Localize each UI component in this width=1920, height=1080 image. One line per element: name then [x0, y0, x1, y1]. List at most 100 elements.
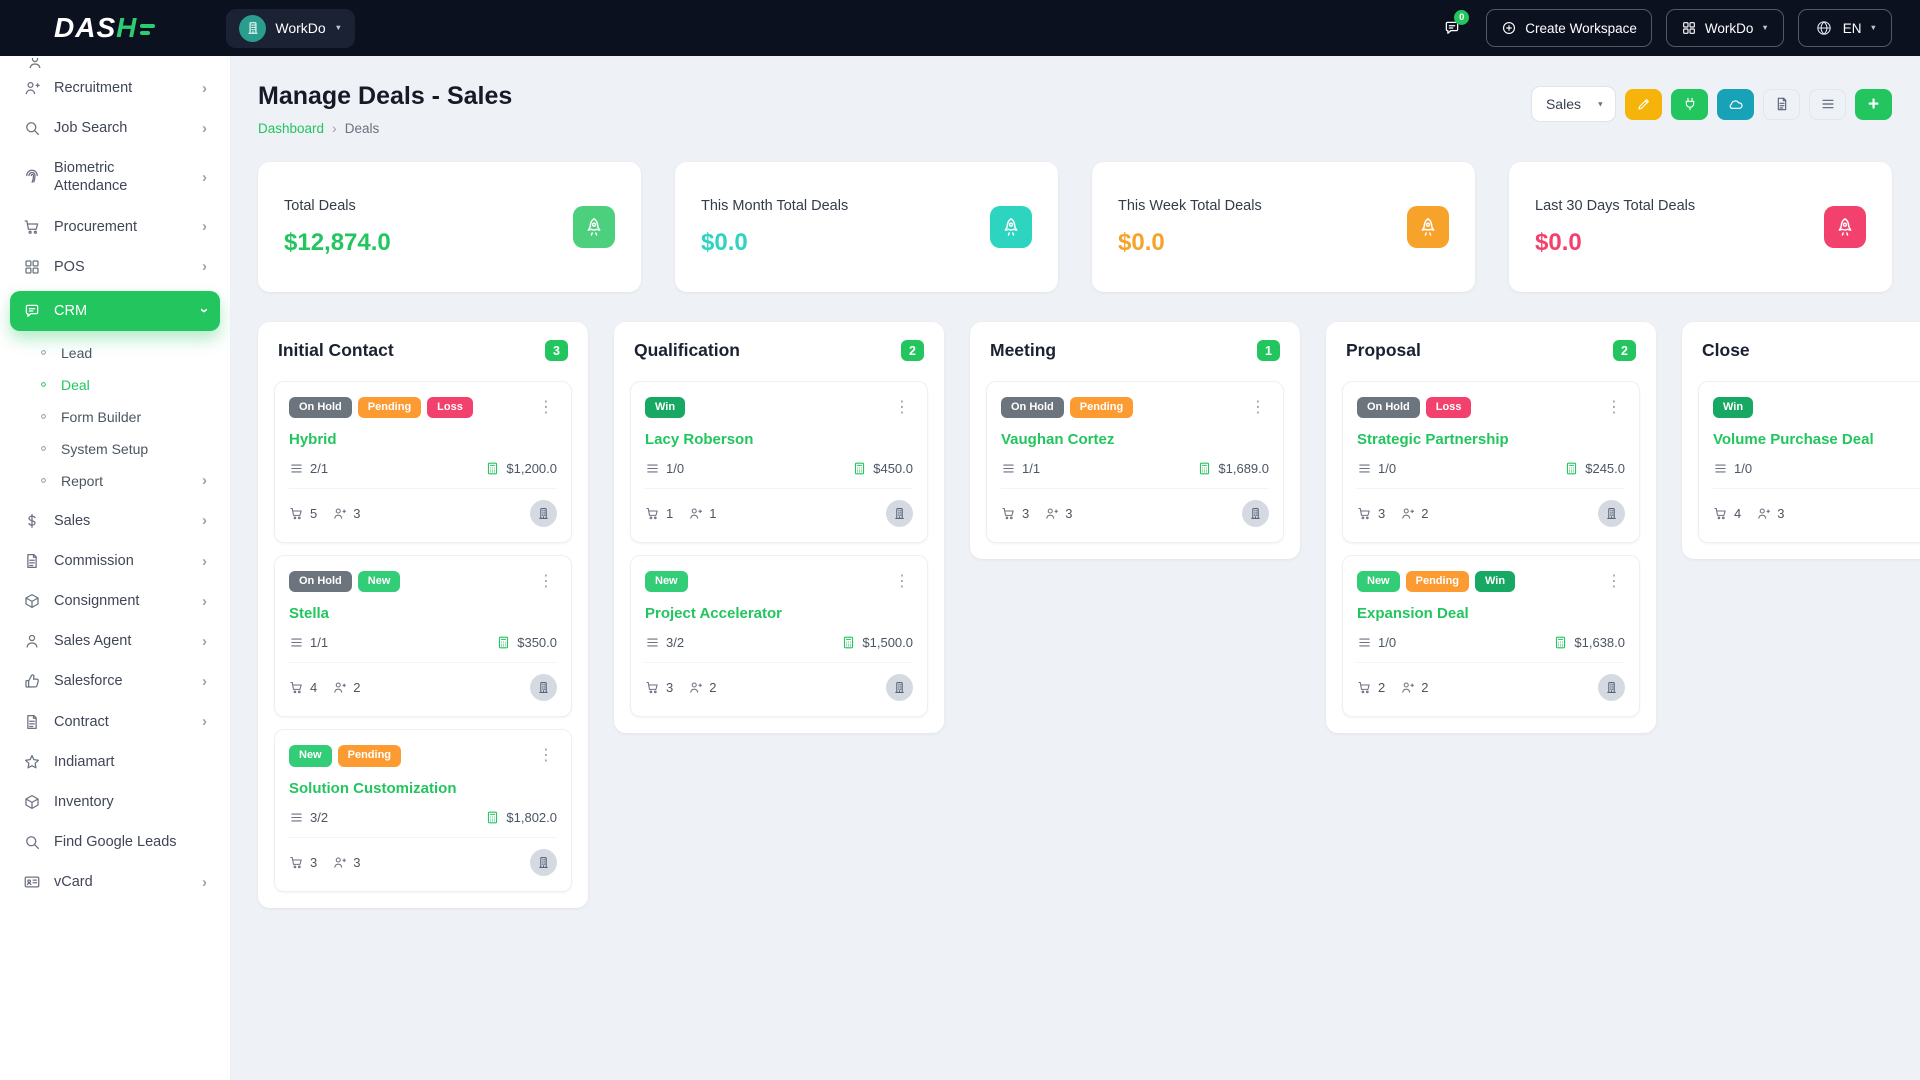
deal-card-vaughan-cortez[interactable]: On Hold Pending ⋮ Vaughan Cortez 1/1 $1,…	[986, 381, 1284, 544]
tasks-icon	[1713, 461, 1728, 476]
tasks-count: 3/2	[310, 809, 329, 825]
calculator-icon	[1197, 461, 1212, 476]
status-badge: On Hold	[1357, 397, 1420, 419]
chevron-right-icon: ›	[202, 552, 207, 570]
sidebar-item-label: POS	[54, 258, 85, 275]
sidebar-item-inventory[interactable]: Inventory	[10, 782, 220, 822]
tasks-icon	[289, 461, 304, 476]
export-button[interactable]	[1763, 88, 1800, 120]
status-badge: New	[357, 571, 401, 593]
deal-card-hybrid[interactable]: On Hold Pending Loss ⋮ Hybrid 2/1 $1,200…	[274, 381, 572, 544]
card-menu-button[interactable]: ⋮	[538, 572, 554, 590]
sidebar-item-commission[interactable]: Commission ›	[10, 541, 220, 581]
sidebar-item-consignment[interactable]: Consignment ›	[10, 581, 220, 621]
tasks-count: 1/0	[666, 461, 685, 477]
sidebar-subitem-system-setup[interactable]: System Setup	[24, 433, 220, 465]
chevron-right-icon: ›	[202, 258, 207, 276]
notifications-button[interactable]: 0	[1432, 9, 1472, 47]
workdo-apps-button[interactable]: WorkDo ▼	[1665, 9, 1784, 47]
deal-card-expansion-deal[interactable]: New Pending Win ⋮ Expansion Deal 1/0 $1,…	[1342, 555, 1640, 718]
status-badge: New	[1357, 571, 1400, 593]
column-title: Qualification	[634, 340, 740, 360]
deal-title-link[interactable]: Solution Customization	[289, 779, 457, 797]
brand-logo[interactable]: DAS H	[54, 12, 156, 44]
kanban-column-proposal: Proposal 2 On Hold Loss ⋮ Strategic Part…	[1326, 322, 1656, 734]
deal-title-link[interactable]: Lacy Roberson	[645, 431, 754, 449]
sidebar-item-sales-agent[interactable]: Sales Agent ›	[10, 621, 220, 661]
sidebar-item-find-google-leads[interactable]: Find Google Leads	[10, 822, 220, 862]
deal-title-link[interactable]: Project Accelerator	[645, 605, 783, 623]
sidebar-item-vcard[interactable]: vCard ›	[10, 862, 220, 902]
google-leads-icon	[23, 833, 41, 851]
deal-card-stella[interactable]: On Hold New ⋮ Stella 1/1 $350.0 4 2	[274, 555, 572, 718]
circle-icon	[37, 442, 50, 455]
card-menu-button[interactable]: ⋮	[1250, 398, 1266, 416]
pipeline-select[interactable]: Sales ▼	[1530, 86, 1616, 122]
sidebar-item-clipped	[10, 58, 220, 68]
assignee-avatar	[886, 674, 913, 702]
tasks-icon	[645, 461, 660, 476]
chevron-right-icon: ›	[202, 672, 207, 690]
card-menu-button[interactable]: ⋮	[894, 572, 910, 590]
sidebar-item-indiamart[interactable]: Indiamart	[10, 742, 220, 782]
stat-label: Total Deals	[284, 197, 356, 214]
contract-icon	[23, 713, 41, 731]
deal-title-link[interactable]: Volume Purchase Deal	[1713, 431, 1874, 449]
deal-card-project-accelerator[interactable]: New ⋮ Project Accelerator 3/2 $1,500.0 3…	[630, 555, 928, 718]
status-badge: Loss	[427, 397, 473, 419]
sidebar-item-procurement[interactable]: Procurement ›	[10, 207, 220, 247]
sidebar-subitem-deal[interactable]: Deal	[24, 369, 220, 401]
card-menu-button[interactable]: ⋮	[538, 746, 554, 764]
stat-label: This Week Total Deals	[1118, 197, 1262, 214]
add-deal-button[interactable]: +	[1855, 88, 1892, 120]
sidebar-item-recruitment[interactable]: Recruitment ›	[10, 68, 220, 108]
sidebar-item-salesforce[interactable]: Salesforce ›	[10, 661, 220, 701]
deal-title-link[interactable]: Vaughan Cortez	[1001, 431, 1115, 449]
deal-title-link[interactable]: Expansion Deal	[1357, 605, 1469, 623]
sidebar-item-label: Sales	[54, 512, 91, 529]
sidebar-item-sales[interactable]: Sales ›	[10, 501, 220, 541]
products-cart-icon	[289, 680, 304, 695]
sidebar-item-pos[interactable]: POS ›	[10, 247, 220, 287]
sidebar-item-crm[interactable]: CRM ›	[10, 290, 220, 331]
tasks-icon	[289, 810, 304, 825]
create-workspace-label: Create Workspace	[1525, 20, 1637, 36]
calculator-icon	[485, 810, 500, 825]
integrations-button[interactable]	[1671, 88, 1708, 120]
notification-count-badge: 0	[1454, 10, 1470, 25]
card-menu-button[interactable]: ⋮	[1606, 398, 1622, 416]
card-menu-button[interactable]: ⋮	[894, 398, 910, 416]
sidebar-item-contract[interactable]: Contract ›	[10, 702, 220, 742]
column-title: Initial Contact	[278, 340, 394, 360]
sidebar-item-job-search[interactable]: Job Search ›	[10, 108, 220, 148]
sales-icon	[23, 512, 41, 530]
card-menu-button[interactable]: ⋮	[538, 398, 554, 416]
deal-title-link[interactable]: Hybrid	[289, 431, 337, 449]
sidebar-subitem-form-builder[interactable]: Form Builder	[24, 401, 220, 433]
workspace-switcher[interactable]: WorkDo ▼	[226, 8, 356, 48]
sidebar: Recruitment › Job Search › Biometric Att…	[0, 56, 230, 1080]
edit-pipeline-button[interactable]	[1625, 88, 1662, 120]
card-menu-button[interactable]: ⋮	[1606, 572, 1622, 590]
circle-icon	[37, 474, 50, 487]
deal-card-solution-customization[interactable]: New Pending ⋮ Solution Customization 3/2…	[274, 729, 572, 892]
products-count: 3	[1022, 506, 1030, 522]
deal-card-volume-purchase-deal[interactable]: Win ⋮ Volume Purchase Deal 1/0 4 3	[1698, 381, 1920, 544]
status-badge: Pending	[1405, 571, 1470, 593]
sidebar-subitem-lead[interactable]: Lead	[24, 337, 220, 369]
list-view-button[interactable]	[1809, 88, 1846, 120]
import-button[interactable]	[1717, 88, 1754, 120]
breadcrumb-dashboard-link[interactable]: Dashboard	[258, 120, 325, 136]
sidebar-subitem-report[interactable]: Report ›	[24, 465, 220, 497]
deal-amount: $1,638.0	[1574, 635, 1625, 651]
deal-title-link[interactable]: Stella	[289, 605, 330, 623]
kanban-column-close: Close Win ⋮ Volume Purchase Deal 1/0 4 3	[1682, 322, 1920, 560]
breadcrumb-current: Deals	[344, 120, 380, 136]
rocket-icon	[1407, 206, 1449, 248]
create-workspace-button[interactable]: Create Workspace	[1486, 9, 1652, 47]
deal-card-lacy-roberson[interactable]: Win ⋮ Lacy Roberson 1/0 $450.0 1 1	[630, 381, 928, 544]
language-selector[interactable]: EN ▼	[1797, 9, 1892, 47]
sidebar-item-biometric-attendance[interactable]: Biometric Attendance ›	[10, 148, 220, 206]
deal-title-link[interactable]: Strategic Partnership	[1357, 431, 1509, 449]
deal-card-strategic-partnership[interactable]: On Hold Loss ⋮ Strategic Partnership 1/0…	[1342, 381, 1640, 544]
